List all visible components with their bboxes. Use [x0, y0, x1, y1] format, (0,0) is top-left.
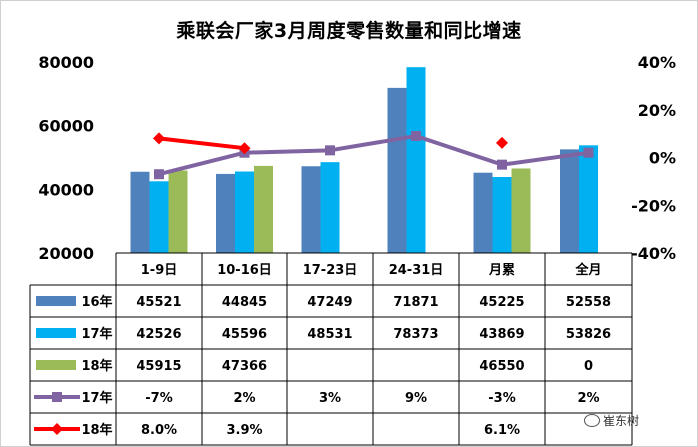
y-right-tick-label: -20%: [631, 196, 676, 215]
table-cell-value: 8.0%: [141, 423, 177, 438]
wechat-icon: [584, 414, 600, 427]
table-cell-value: 9%: [405, 391, 427, 406]
table-cell-value: 3.9%: [226, 423, 262, 438]
line-marker-square: [583, 147, 594, 158]
bar: [473, 172, 493, 253]
line-marker-diamond: [153, 132, 165, 145]
table-cell-value: 45596: [222, 327, 267, 342]
table-cell-value: 2%: [577, 391, 599, 406]
line-marker-square: [411, 131, 421, 142]
legend-series-name: 16年: [81, 294, 112, 310]
x-category-label: 10-16日: [217, 263, 272, 278]
table-cell-value: 47249: [307, 295, 352, 310]
x-category-label: 24-31日: [389, 263, 444, 278]
bar: [168, 170, 188, 253]
series-line-segment: [157, 136, 247, 151]
line-marker-square: [497, 159, 507, 170]
legend-key-marker-diamond: [51, 423, 63, 435]
table-cell-value: 0: [584, 359, 593, 374]
table-cell-value: 2%: [233, 391, 255, 406]
bar: [406, 67, 426, 253]
x-category-label: 17-23日: [303, 263, 358, 278]
y-left-tick-label: 60000: [38, 117, 94, 136]
table-cell-value: 46550: [479, 359, 524, 374]
legend-series-name: 17年: [81, 390, 112, 406]
bar: [149, 181, 169, 253]
chart-title: 乘联会厂家3月周度零售数量和同比增速: [176, 20, 522, 42]
legend-key-marker-square: [52, 392, 62, 402]
legend-key-bar: [36, 360, 76, 370]
bar: [130, 171, 150, 253]
bar: [301, 166, 321, 253]
bar: [320, 162, 340, 253]
line-marker-square: [325, 145, 335, 156]
y-left-tick-label: 40000: [38, 180, 94, 199]
bar: [216, 173, 235, 253]
table-cell-value: 71871: [393, 295, 438, 310]
series-line-segment: [242, 148, 332, 155]
table-cell-value: 78373: [393, 327, 438, 342]
y-right-tick-label: 0%: [649, 149, 676, 168]
watermark-text: 崔东树: [603, 414, 640, 428]
table-cell-value: 53826: [566, 327, 611, 342]
table-cell-value: -7%: [145, 391, 172, 406]
y-right-tick-label: 40%: [638, 53, 676, 72]
line-marker-diamond: [496, 136, 508, 149]
table-cell-value: 42526: [136, 327, 181, 342]
bar: [579, 145, 598, 253]
table-cell-value: -3%: [488, 391, 515, 406]
series-line-segment: [414, 134, 504, 167]
bar: [560, 149, 579, 253]
legend-key-bar: [36, 328, 76, 338]
y-right-tick-label: 20%: [638, 101, 676, 120]
series-line-segment: [328, 134, 418, 153]
table-cell-value: 6.1%: [484, 423, 520, 438]
series-line-segment: [500, 150, 591, 167]
table-cell-value: 48531: [307, 327, 352, 342]
table-cell-value: 45225: [479, 295, 524, 310]
legend-series-name: 17年: [81, 326, 112, 342]
legend-key-bar: [36, 296, 76, 306]
bar: [387, 87, 407, 253]
x-category-label: 全月: [574, 262, 601, 278]
legend-series-name: 18年: [81, 422, 112, 438]
bar: [254, 165, 273, 253]
y-left-tick-label: 20000: [38, 244, 94, 263]
bar: [492, 177, 512, 253]
x-category-label: 1-9日: [141, 263, 178, 278]
table-cell-value: 3%: [319, 391, 341, 406]
table-cell-value: 52558: [566, 295, 611, 310]
line-marker-diamond: [238, 142, 251, 155]
table-cell-value: 45915: [136, 359, 181, 374]
table-cell-value: 47366: [222, 359, 267, 374]
x-category-label: 月累: [488, 262, 515, 278]
bar: [511, 168, 531, 253]
table-cell-value: 43869: [479, 327, 524, 342]
legend-series-name: 18年: [81, 358, 112, 374]
watermark: 崔东树: [584, 412, 639, 429]
y-left-tick-label: 80000: [38, 53, 94, 72]
table-cell-value: 44845: [222, 295, 267, 310]
series-line-segment: [157, 150, 247, 177]
bar: [235, 171, 254, 253]
y-right-tick-label: -40%: [631, 244, 676, 263]
line-marker-square: [154, 169, 164, 180]
table-cell-value: 45521: [136, 295, 181, 310]
